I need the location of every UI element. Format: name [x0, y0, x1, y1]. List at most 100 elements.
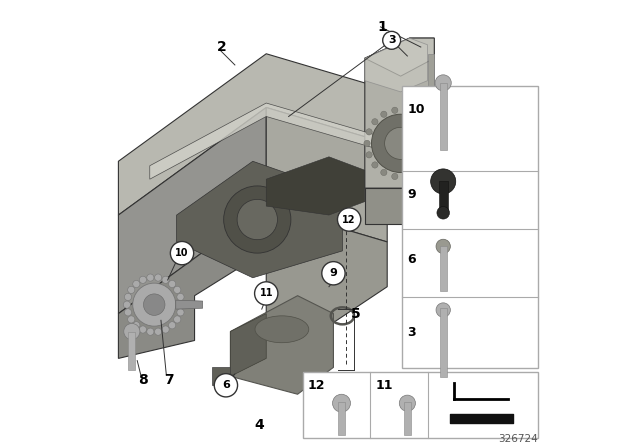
Polygon shape — [177, 161, 342, 278]
Text: 9: 9 — [330, 268, 337, 278]
Ellipse shape — [255, 316, 308, 343]
Text: 10: 10 — [407, 103, 425, 116]
Circle shape — [124, 301, 131, 308]
Bar — [404, 402, 411, 435]
Circle shape — [385, 127, 417, 159]
Circle shape — [364, 140, 370, 146]
Circle shape — [414, 169, 420, 176]
Circle shape — [399, 395, 415, 411]
Circle shape — [381, 111, 387, 117]
Circle shape — [383, 31, 401, 49]
Circle shape — [224, 186, 291, 253]
Circle shape — [127, 316, 135, 323]
Circle shape — [436, 303, 451, 317]
Bar — [338, 402, 345, 435]
Bar — [303, 372, 538, 438]
Circle shape — [127, 286, 135, 293]
Circle shape — [170, 241, 194, 265]
Bar — [440, 308, 447, 377]
Circle shape — [403, 107, 410, 113]
Text: 12: 12 — [307, 379, 325, 392]
Text: 11: 11 — [376, 379, 394, 392]
Circle shape — [435, 75, 451, 91]
Circle shape — [124, 323, 140, 340]
Bar — [438, 181, 448, 213]
Text: 5: 5 — [351, 306, 361, 321]
Polygon shape — [212, 367, 230, 385]
Circle shape — [214, 374, 237, 397]
Circle shape — [140, 276, 147, 284]
Circle shape — [132, 283, 176, 326]
Circle shape — [124, 309, 132, 316]
Circle shape — [372, 119, 378, 125]
Circle shape — [154, 274, 162, 281]
Text: 4: 4 — [255, 418, 264, 432]
Polygon shape — [266, 206, 387, 332]
Text: 9: 9 — [407, 188, 416, 202]
Circle shape — [140, 326, 147, 333]
Circle shape — [423, 162, 429, 168]
Text: 6: 6 — [407, 253, 416, 267]
Circle shape — [162, 326, 169, 333]
Polygon shape — [266, 157, 365, 215]
Text: 8: 8 — [138, 373, 148, 387]
Text: 2: 2 — [216, 40, 227, 54]
Circle shape — [168, 280, 176, 288]
Circle shape — [403, 173, 410, 180]
Polygon shape — [176, 300, 203, 309]
Text: 10: 10 — [175, 248, 189, 258]
Text: 12: 12 — [342, 215, 356, 224]
Circle shape — [366, 152, 372, 158]
Circle shape — [154, 328, 162, 335]
Circle shape — [371, 114, 430, 172]
Polygon shape — [266, 108, 387, 242]
Polygon shape — [365, 38, 428, 92]
Circle shape — [237, 199, 278, 240]
Polygon shape — [365, 38, 435, 76]
Circle shape — [436, 239, 451, 254]
Circle shape — [431, 140, 437, 146]
Circle shape — [124, 293, 132, 301]
Circle shape — [178, 301, 185, 308]
Circle shape — [333, 394, 351, 412]
Polygon shape — [150, 103, 374, 179]
Text: 1: 1 — [378, 20, 388, 34]
Circle shape — [132, 322, 140, 329]
Circle shape — [381, 169, 387, 176]
Circle shape — [132, 280, 140, 288]
Polygon shape — [118, 54, 387, 215]
Polygon shape — [230, 296, 333, 394]
Text: 11: 11 — [259, 289, 273, 298]
Circle shape — [366, 129, 372, 135]
Circle shape — [143, 294, 165, 315]
Bar — [440, 246, 447, 291]
Circle shape — [429, 129, 435, 135]
Polygon shape — [365, 188, 435, 224]
Text: 6: 6 — [222, 380, 230, 390]
Circle shape — [255, 282, 278, 305]
Circle shape — [322, 262, 345, 285]
Circle shape — [173, 286, 181, 293]
Circle shape — [414, 111, 420, 117]
Circle shape — [437, 207, 449, 219]
Bar — [440, 83, 447, 150]
Text: 3: 3 — [407, 326, 416, 339]
Polygon shape — [365, 38, 435, 188]
Text: 7: 7 — [164, 373, 174, 387]
Circle shape — [392, 173, 398, 180]
Polygon shape — [118, 206, 266, 358]
Circle shape — [147, 274, 154, 281]
Text: 3: 3 — [388, 35, 396, 45]
Circle shape — [162, 276, 169, 284]
Text: 326724: 326724 — [499, 434, 538, 444]
Polygon shape — [118, 108, 266, 314]
Circle shape — [431, 169, 456, 194]
Circle shape — [177, 293, 184, 301]
Circle shape — [177, 309, 184, 316]
Bar — [128, 332, 136, 370]
Circle shape — [429, 152, 435, 158]
Polygon shape — [230, 314, 266, 376]
Circle shape — [337, 208, 361, 231]
Circle shape — [147, 328, 154, 335]
Circle shape — [372, 162, 378, 168]
